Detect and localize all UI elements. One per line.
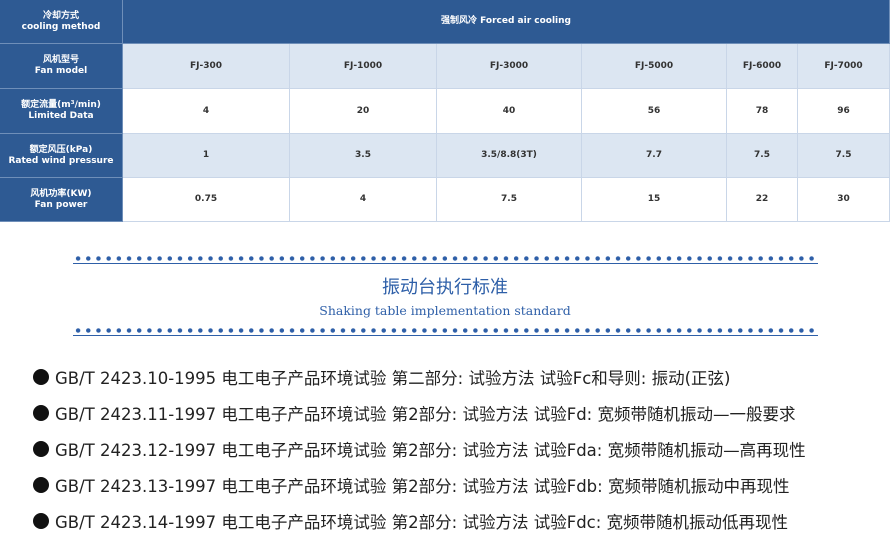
divider bbox=[73, 328, 818, 336]
divider bbox=[73, 256, 818, 264]
row-header: 额定风压(kPa) Rated wind pressure bbox=[0, 134, 123, 178]
label-en: Limited Data bbox=[28, 111, 94, 121]
table-cell: 4 bbox=[123, 89, 290, 134]
table-cell: 7.7 bbox=[582, 134, 727, 178]
standard-text: GB/T 2423.11-1997 电工电子产品环境试验 第2部分: 试验方法 … bbox=[55, 405, 796, 424]
label-en: Fan power bbox=[34, 199, 88, 210]
table-cell: 96 bbox=[798, 89, 890, 134]
table-cell: FJ-6000 bbox=[727, 44, 798, 89]
table-cell: 4 bbox=[290, 178, 437, 222]
bullet bbox=[33, 405, 49, 421]
label-cn: 额定风压(kPa) bbox=[29, 144, 93, 155]
table-cell: 1 bbox=[123, 134, 290, 178]
standard-text: GB/T 2423.10-1995 电工电子产品环境试验 第二部分: 试验方法 … bbox=[55, 369, 731, 388]
standard-item: GB/T 2423.13-1997 电工电子产品环境试验 第2部分: 试验方法 … bbox=[33, 467, 806, 503]
table-cell: FJ-5000 bbox=[582, 44, 727, 89]
label-cn: 额定流量(m³/min) bbox=[21, 100, 101, 110]
label-en: cooling method bbox=[21, 21, 101, 32]
table-cell: 强制风冷 Forced air cooling bbox=[123, 0, 890, 44]
bullet bbox=[33, 477, 49, 493]
table-cell: 30 bbox=[798, 178, 890, 222]
table-cell: 22 bbox=[727, 178, 798, 222]
standard-text: GB/T 2423.13-1997 电工电子产品环境试验 第2部分: 试验方法 … bbox=[55, 477, 790, 496]
table-cell: 7.5 bbox=[798, 134, 890, 178]
label-cn: 冷却方式 bbox=[42, 10, 79, 21]
table-cell: FJ-7000 bbox=[798, 44, 890, 89]
section-subtitle: Shaking table implementation standard bbox=[319, 303, 571, 318]
table-cell: FJ-300 bbox=[123, 44, 290, 89]
bullet bbox=[33, 513, 49, 529]
table-cell: 0.75 bbox=[123, 178, 290, 222]
label-cn: 风机型号 bbox=[42, 55, 79, 65]
bullet bbox=[33, 369, 49, 385]
table-cell: 3.5 bbox=[290, 134, 437, 178]
standard-text: GB/T 2423.12-1997 电工电子产品环境试验 第2部分: 试验方法 … bbox=[55, 441, 806, 460]
row-header: 风机功率(KW) Fan power bbox=[0, 178, 123, 222]
table-cell: 7.5 bbox=[437, 178, 582, 222]
standard-item: GB/T 2423.14-1997 电工电子产品环境试验 第2部分: 试验方法 … bbox=[33, 503, 806, 539]
table-cell: 20 bbox=[290, 89, 437, 134]
row-header: 冷却方式 cooling method bbox=[0, 0, 123, 44]
row-header: 额定流量(m³/min) Limited Data bbox=[0, 89, 123, 134]
standard-item: GB/T 2423.12-1997 电工电子产品环境试验 第2部分: 试验方法 … bbox=[33, 431, 806, 467]
standard-item: GB/T 2423.11-1997 电工电子产品环境试验 第2部分: 试验方法 … bbox=[33, 395, 806, 431]
bullet bbox=[33, 441, 49, 457]
table-cell: 15 bbox=[582, 178, 727, 222]
standards-list: GB/T 2423.10-1995 电工电子产品环境试验 第二部分: 试验方法 … bbox=[33, 359, 806, 539]
table-cell: 78 bbox=[727, 89, 798, 134]
section-title: 振动台执行标准 bbox=[382, 277, 508, 298]
row-header: 风机型号 Fan model bbox=[0, 44, 123, 89]
table-cell: 3.5/8.8(3T) bbox=[437, 134, 582, 178]
label-en: Fan model bbox=[34, 66, 88, 76]
label-cn: 风机功率(KW) bbox=[30, 188, 92, 199]
table-cell: FJ-3000 bbox=[437, 44, 582, 89]
standard-text: GB/T 2423.14-1997 电工电子产品环境试验 第2部分: 试验方法 … bbox=[55, 513, 789, 532]
label-en: Rated wind pressure bbox=[8, 155, 114, 166]
standard-item: GB/T 2423.10-1995 电工电子产品环境试验 第二部分: 试验方法 … bbox=[33, 359, 806, 395]
table-cell: 40 bbox=[437, 89, 582, 134]
table-cell: 56 bbox=[582, 89, 727, 134]
table-cell: 7.5 bbox=[727, 134, 798, 178]
table-cell: FJ-1000 bbox=[290, 44, 437, 89]
